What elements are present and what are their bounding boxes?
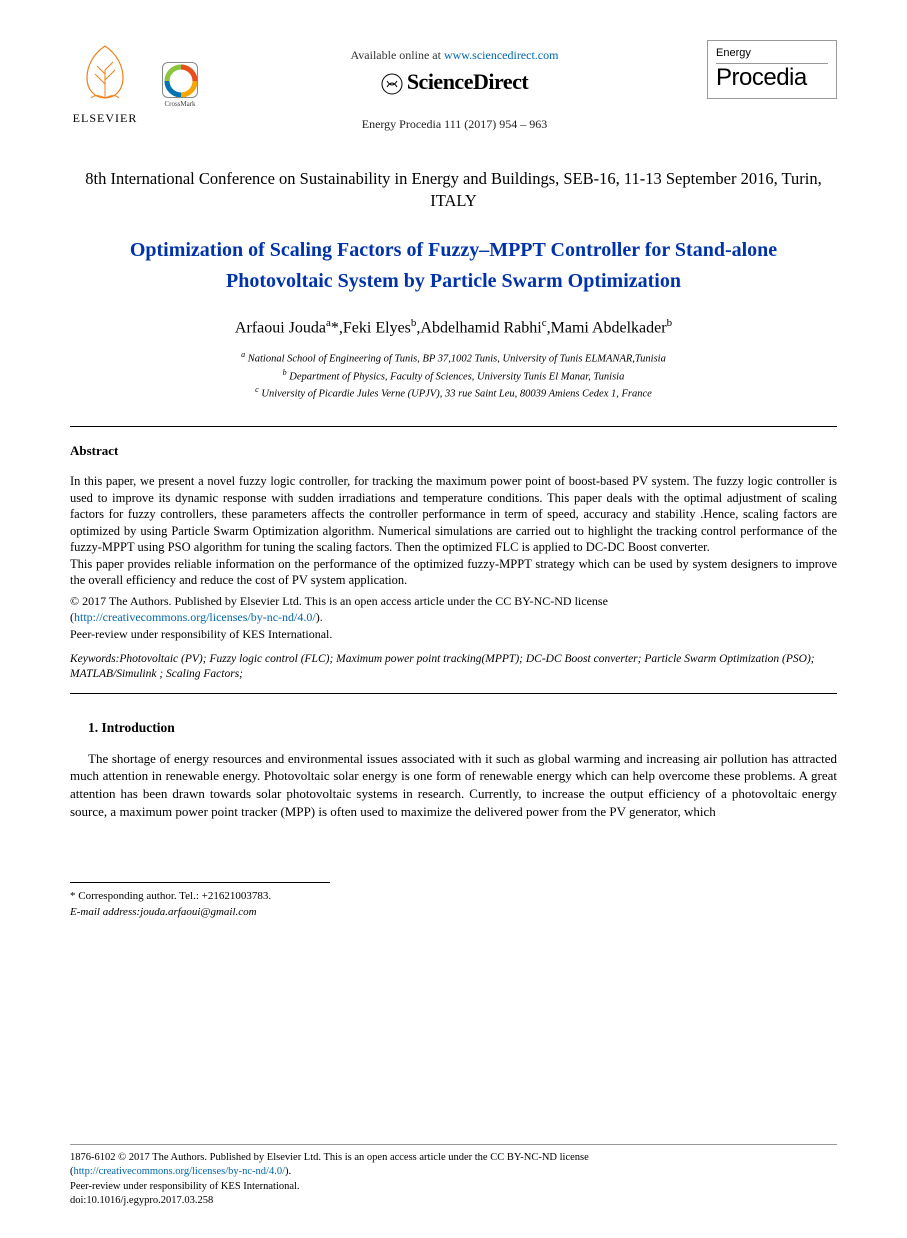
journal-logo: Energy Procedia bbox=[707, 40, 837, 99]
author-4-aff: b bbox=[667, 317, 673, 329]
authors-line: Arfaoui Joudaa*,Feki Elyesb,Abdelhamid R… bbox=[70, 317, 837, 337]
footer-license-link[interactable]: http://creativecommons.org/licenses/by-n… bbox=[74, 1166, 286, 1177]
elsevier-tree-icon bbox=[73, 40, 137, 104]
page-footer: 1876-6102 © 2017 The Authors. Published … bbox=[70, 1144, 837, 1208]
journal-reference: Energy Procedia 111 (2017) 954 – 963 bbox=[202, 117, 707, 132]
affiliation-b-text: Department of Physics, Faculty of Scienc… bbox=[289, 371, 624, 382]
introduction-body: The shortage of energy resources and env… bbox=[70, 750, 837, 820]
sciencedirect-text: ScienceDirect bbox=[407, 69, 528, 94]
crossmark-label: CrossMark bbox=[158, 100, 202, 108]
footer-copyright: 1876-6102 © 2017 The Authors. Published … bbox=[70, 1152, 589, 1163]
article-title: Optimization of Scaling Factors of Fuzzy… bbox=[70, 235, 837, 297]
title-line-2: Photovoltaic System by Particle Swarm Op… bbox=[70, 266, 837, 297]
sciencedirect-link[interactable]: www.sciencedirect.com bbox=[444, 48, 559, 62]
journal-logo-small: Energy bbox=[716, 47, 828, 64]
journal-logo-large: Procedia bbox=[716, 66, 828, 90]
corr-line-1: * Corresponding author. Tel.: +216210037… bbox=[70, 889, 330, 905]
divider-bottom bbox=[70, 693, 837, 694]
left-logos: ELSEVIER CrossMark bbox=[70, 40, 202, 126]
corr-email-label: E-mail address: bbox=[70, 906, 140, 918]
available-prefix: Available online at bbox=[351, 48, 444, 62]
keywords-line: Keywords:Photovoltaic (PV); Fuzzy logic … bbox=[70, 652, 837, 683]
conference-line: 8th International Conference on Sustaina… bbox=[70, 168, 837, 213]
affiliation-a-text: National School of Engineering of Tunis,… bbox=[248, 353, 666, 364]
author-3-aff: c bbox=[542, 317, 547, 329]
sciencedirect-icon bbox=[381, 73, 403, 95]
affiliation-c-text: University of Picardie Jules Verne (UPJV… bbox=[261, 389, 651, 400]
crossmark-badge[interactable]: CrossMark bbox=[158, 62, 202, 108]
affiliation-b: b Department of Physics, Faculty of Scie… bbox=[70, 367, 837, 385]
corr-email-value: jouda.arfaoui@gmail.com bbox=[140, 906, 256, 918]
header-row: ELSEVIER CrossMark Available online at w… bbox=[70, 40, 837, 132]
crossmark-icon bbox=[162, 62, 198, 98]
corr-line-2: E-mail address:jouda.arfaoui@gmail.com bbox=[70, 905, 330, 921]
author-2-aff: b bbox=[411, 317, 417, 329]
title-line-1: Optimization of Scaling Factors of Fuzzy… bbox=[70, 235, 837, 266]
abstract-heading: Abstract bbox=[70, 443, 837, 459]
author-2: Feki Elyes bbox=[343, 319, 411, 336]
available-online: Available online at www.sciencedirect.co… bbox=[202, 48, 707, 63]
sciencedirect-logo: ScienceDirect bbox=[202, 69, 707, 95]
author-3: Abdelhamid Rabhi bbox=[420, 319, 541, 336]
copyright-text: © 2017 The Authors. Published by Elsevie… bbox=[70, 594, 608, 608]
peer-review-line: Peer-review under responsibility of KES … bbox=[70, 627, 837, 642]
author-1-mark: * bbox=[331, 319, 339, 336]
elsevier-logo: ELSEVIER bbox=[70, 40, 140, 126]
affiliation-a: a National School of Engineering of Tuni… bbox=[70, 349, 837, 367]
affiliations: a National School of Engineering of Tuni… bbox=[70, 349, 837, 402]
copyright-block: © 2017 The Authors. Published by Elsevie… bbox=[70, 593, 837, 625]
license-link[interactable]: http://creativecommons.org/licenses/by-n… bbox=[74, 610, 316, 624]
author-1: Arfaoui Jouda bbox=[235, 319, 326, 336]
footer-doi: doi:10.1016/j.egypro.2017.03.258 bbox=[70, 1194, 837, 1208]
corresponding-author: * Corresponding author. Tel.: +216210037… bbox=[70, 882, 330, 921]
section-1-heading: 1. Introduction bbox=[88, 720, 837, 736]
footer-line-1: 1876-6102 © 2017 The Authors. Published … bbox=[70, 1151, 837, 1179]
author-4: Mami Abdelkader bbox=[551, 319, 667, 336]
affiliation-c: c University of Picardie Jules Verne (UP… bbox=[70, 384, 837, 402]
divider-top bbox=[70, 426, 837, 427]
elsevier-label: ELSEVIER bbox=[70, 111, 140, 126]
footer-peer: Peer-review under responsibility of KES … bbox=[70, 1180, 837, 1194]
center-header: Available online at www.sciencedirect.co… bbox=[202, 40, 707, 132]
abstract-body: In this paper, we present a novel fuzzy … bbox=[70, 473, 837, 589]
